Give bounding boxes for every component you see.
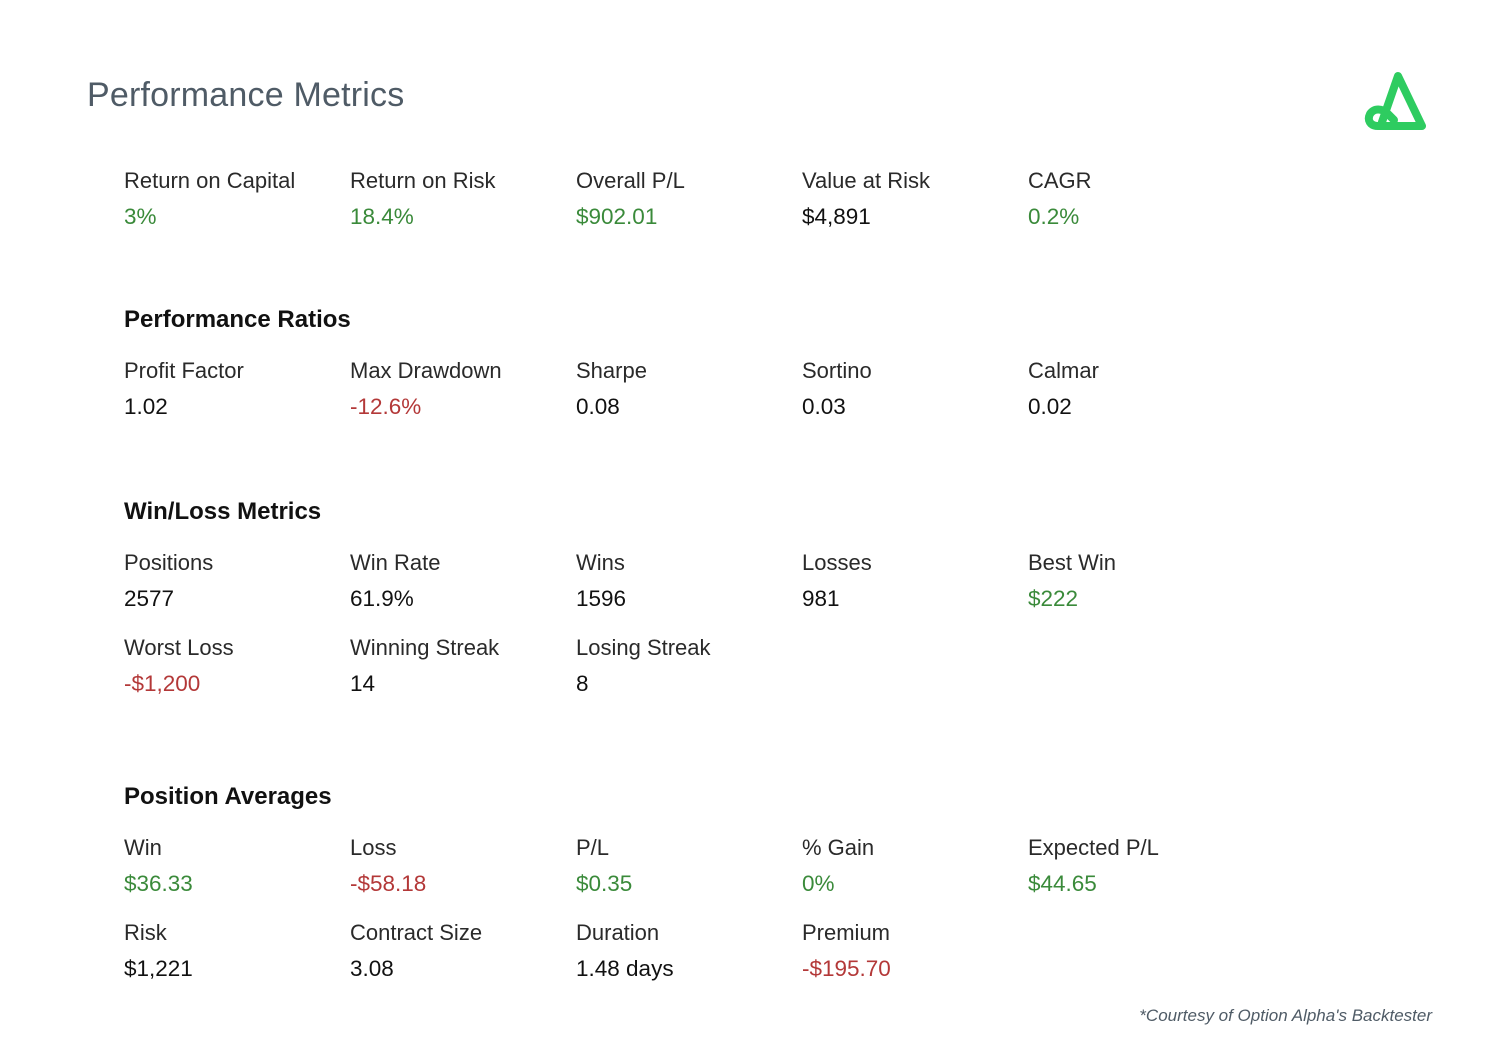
metric-positions: Positions 2577 xyxy=(124,550,350,612)
metric-value: 0% xyxy=(802,871,835,896)
metric-label: Losing Streak xyxy=(576,635,711,660)
metric-duration: Duration 1.48 days xyxy=(576,920,802,982)
metric-label: Overall P/L xyxy=(576,168,685,193)
summary-grid: Return on Capital 3% Return on Risk 18.4… xyxy=(124,168,1274,230)
metric-label: Calmar xyxy=(1028,358,1099,383)
position-averages-section: Position Averages Win $36.33 Loss -$58.1… xyxy=(124,782,1274,982)
metric-label: Wins xyxy=(576,550,625,575)
metric-value: 3% xyxy=(124,204,157,229)
option-alpha-logo-icon xyxy=(1364,70,1434,134)
metric-value: 0.02 xyxy=(1028,394,1072,419)
metric-label: Sortino xyxy=(802,358,872,383)
metric-value: $4,891 xyxy=(802,204,871,229)
metric-label: P/L xyxy=(576,835,610,860)
metric-label: Win Rate xyxy=(350,550,441,575)
metric-value: $0.35 xyxy=(576,871,633,896)
metric-label: Profit Factor xyxy=(124,358,244,383)
metric-label: Premium xyxy=(802,920,891,945)
metric-winning-streak: Winning Streak 14 xyxy=(350,635,576,697)
metric-label: Winning Streak xyxy=(350,635,500,660)
metric-value: $222 xyxy=(1028,586,1079,611)
metric-value: 61.9% xyxy=(350,586,414,611)
metric-value: 0.08 xyxy=(576,394,620,419)
metric-avg-win: Win $36.33 xyxy=(124,835,350,897)
metric-label: Worst Loss xyxy=(124,635,234,660)
ratios-grid: Profit Factor 1.02 Max Drawdown -12.6% S… xyxy=(124,358,1274,420)
metric-losing-streak: Losing Streak 8 xyxy=(576,635,802,697)
metric-max-drawdown: Max Drawdown -12.6% xyxy=(350,358,576,420)
metric-profit-factor: Profit Factor 1.02 xyxy=(124,358,350,420)
section-heading: Position Averages xyxy=(124,783,332,810)
metric-return-on-capital: Return on Capital 3% xyxy=(124,168,350,230)
metric-value: $1,221 xyxy=(124,956,193,981)
metric-value: 18.4% xyxy=(350,204,414,229)
metric-return-on-risk: Return on Risk 18.4% xyxy=(350,168,576,230)
metric-best-win: Best Win $222 xyxy=(1028,550,1254,612)
winloss-grid: Positions 2577 Win Rate 61.9% Wins 1596 … xyxy=(124,550,1274,697)
metric-value: $44.65 xyxy=(1028,871,1097,896)
metric-win-rate: Win Rate 61.9% xyxy=(350,550,576,612)
metric-value: 1.48 days xyxy=(576,956,674,981)
metric-value-at-risk: Value at Risk $4,891 xyxy=(802,168,1028,230)
metric-value: 0.2% xyxy=(1028,204,1080,229)
metric-value: -$58.18 xyxy=(350,871,427,896)
metric-losses: Losses 981 xyxy=(802,550,1028,612)
summary-section: Return on Capital 3% Return on Risk 18.4… xyxy=(124,168,1274,230)
metric-risk: Risk $1,221 xyxy=(124,920,350,982)
performance-ratios-section: Performance Ratios Profit Factor 1.02 Ma… xyxy=(124,305,1274,420)
metric-value: 3.08 xyxy=(350,956,394,981)
metric-label: Sharpe xyxy=(576,358,647,383)
metric-avg-loss: Loss -$58.18 xyxy=(350,835,576,897)
metric-premium: Premium -$195.70 xyxy=(802,920,1028,982)
metric-value: 1.02 xyxy=(124,394,168,419)
metric-label: Duration xyxy=(576,920,660,945)
metric-wins: Wins 1596 xyxy=(576,550,802,612)
metric-calmar: Calmar 0.02 xyxy=(1028,358,1254,420)
metric-label: % Gain xyxy=(802,835,875,860)
metric-label: Loss xyxy=(350,835,397,860)
metric-label: CAGR xyxy=(1028,168,1092,193)
metric-value: 2577 xyxy=(124,586,175,611)
metric-value: $902.01 xyxy=(576,204,658,229)
page-title: Performance Metrics xyxy=(87,76,405,114)
metric-value: 0.03 xyxy=(802,394,846,419)
metric-value: 8 xyxy=(576,671,589,696)
metric-overall-pl: Overall P/L $902.01 xyxy=(576,168,802,230)
metric-label: Return on Capital xyxy=(124,168,296,193)
averages-grid: Win $36.33 Loss -$58.18 P/L $0.35 % Gain… xyxy=(124,835,1274,982)
metric-avg-pl: P/L $0.35 xyxy=(576,835,802,897)
metric-value: -$195.70 xyxy=(802,956,891,981)
section-heading: Performance Ratios xyxy=(124,306,351,333)
metric-value: 1596 xyxy=(576,586,627,611)
metric-label: Losses xyxy=(802,550,872,575)
metric-label: Positions xyxy=(124,550,214,575)
footnote: *Courtesy of Option Alpha's Backtester xyxy=(1139,1006,1432,1025)
metric-label: Return on Risk xyxy=(350,168,496,193)
metric-value: -$1,200 xyxy=(124,671,201,696)
metric-contract-size: Contract Size 3.08 xyxy=(350,920,576,982)
section-heading: Win/Loss Metrics xyxy=(124,498,322,525)
metric-pct-gain: % Gain 0% xyxy=(802,835,1028,897)
win-loss-section: Win/Loss Metrics Positions 2577 Win Rate… xyxy=(124,497,1274,697)
metric-value: 14 xyxy=(350,671,376,696)
metric-value: -12.6% xyxy=(350,394,422,419)
metric-value: 981 xyxy=(802,586,840,611)
metric-sortino: Sortino 0.03 xyxy=(802,358,1028,420)
metric-label: Expected P/L xyxy=(1028,835,1159,860)
metric-label: Risk xyxy=(124,920,167,945)
metric-label: Best Win xyxy=(1028,550,1117,575)
metric-value: $36.33 xyxy=(124,871,193,896)
metric-label: Contract Size xyxy=(350,920,483,945)
metric-sharpe: Sharpe 0.08 xyxy=(576,358,802,420)
metric-label: Win xyxy=(124,835,162,860)
metric-label: Value at Risk xyxy=(802,168,930,193)
metric-worst-loss: Worst Loss -$1,200 xyxy=(124,635,350,697)
metric-cagr: CAGR 0.2% xyxy=(1028,168,1254,230)
metric-label: Max Drawdown xyxy=(350,358,502,383)
metric-expected-pl: Expected P/L $44.65 xyxy=(1028,835,1254,897)
